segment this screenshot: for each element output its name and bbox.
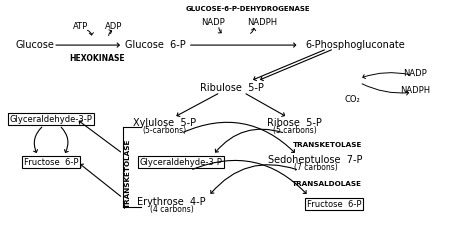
Text: (5 carbons): (5 carbons) <box>273 126 317 135</box>
Text: HEXOKINASE: HEXOKINASE <box>70 54 125 63</box>
Text: Glucose: Glucose <box>15 40 54 50</box>
Text: NADP: NADP <box>403 69 427 78</box>
Text: NADPH: NADPH <box>400 86 430 95</box>
Text: CO₂: CO₂ <box>345 95 361 104</box>
Text: Sedoheptulose  7-P: Sedoheptulose 7-P <box>268 155 363 165</box>
Text: ATP: ATP <box>73 22 89 31</box>
Text: (5-carbons): (5-carbons) <box>143 126 187 135</box>
Text: NADP: NADP <box>201 18 225 27</box>
Text: Glucose  6-P: Glucose 6-P <box>125 40 186 50</box>
Text: TRANSKETOLASE: TRANSKETOLASE <box>292 142 362 148</box>
Text: NADPH: NADPH <box>247 18 277 27</box>
Text: Fructose  6-P: Fructose 6-P <box>24 158 78 167</box>
Text: Glyceraldehyde-3-P: Glyceraldehyde-3-P <box>139 158 222 167</box>
Text: GLUCOSE-6-P-DEHYDROGENASE: GLUCOSE-6-P-DEHYDROGENASE <box>186 6 310 12</box>
Text: Erythrose  4-P: Erythrose 4-P <box>137 197 206 207</box>
Text: Ribose  5-P: Ribose 5-P <box>267 118 322 128</box>
Text: (4 carbons): (4 carbons) <box>150 205 193 214</box>
Text: TRANSALDOLASE: TRANSALDOLASE <box>292 182 362 187</box>
Text: Xylulose  5-P: Xylulose 5-P <box>133 118 196 128</box>
Text: Glyceraldehyde-3-P: Glyceraldehyde-3-P <box>9 115 92 124</box>
Text: TRANSKETOLASE: TRANSKETOLASE <box>125 139 130 208</box>
Text: ADP: ADP <box>105 22 122 31</box>
Text: (7 carbons): (7 carbons) <box>293 163 337 172</box>
Text: Fructose  6-P: Fructose 6-P <box>307 200 361 209</box>
Text: Ribulose  5-P: Ribulose 5-P <box>200 83 264 93</box>
Text: 6-Phosphogluconate: 6-Phosphogluconate <box>305 40 405 50</box>
